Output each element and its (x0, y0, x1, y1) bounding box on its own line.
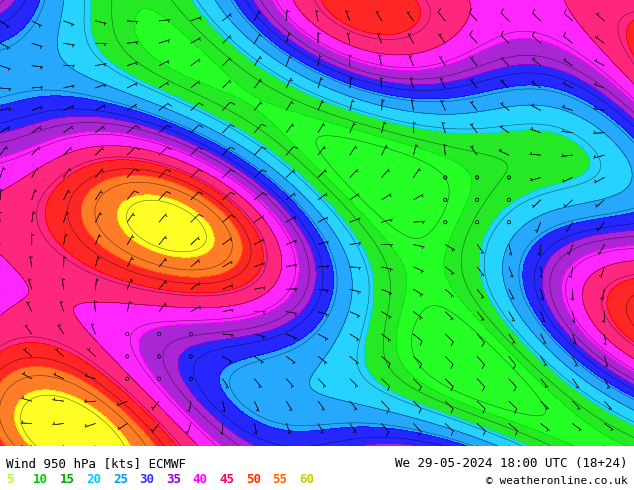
Text: 5: 5 (6, 472, 14, 486)
Text: 30: 30 (139, 472, 155, 486)
Text: 55: 55 (273, 472, 288, 486)
Text: 60: 60 (299, 472, 314, 486)
Text: 40: 40 (193, 472, 208, 486)
Text: 35: 35 (166, 472, 181, 486)
Text: 20: 20 (86, 472, 101, 486)
Text: 15: 15 (60, 472, 75, 486)
Text: © weatheronline.co.uk: © weatheronline.co.uk (486, 476, 628, 486)
Text: Wind 950 hPa [kts] ECMWF: Wind 950 hPa [kts] ECMWF (6, 457, 186, 470)
Text: We 29-05-2024 18:00 UTC (18+24): We 29-05-2024 18:00 UTC (18+24) (395, 457, 628, 470)
Text: 25: 25 (113, 472, 128, 486)
Text: 10: 10 (33, 472, 48, 486)
Text: 45: 45 (219, 472, 235, 486)
Text: 50: 50 (246, 472, 261, 486)
